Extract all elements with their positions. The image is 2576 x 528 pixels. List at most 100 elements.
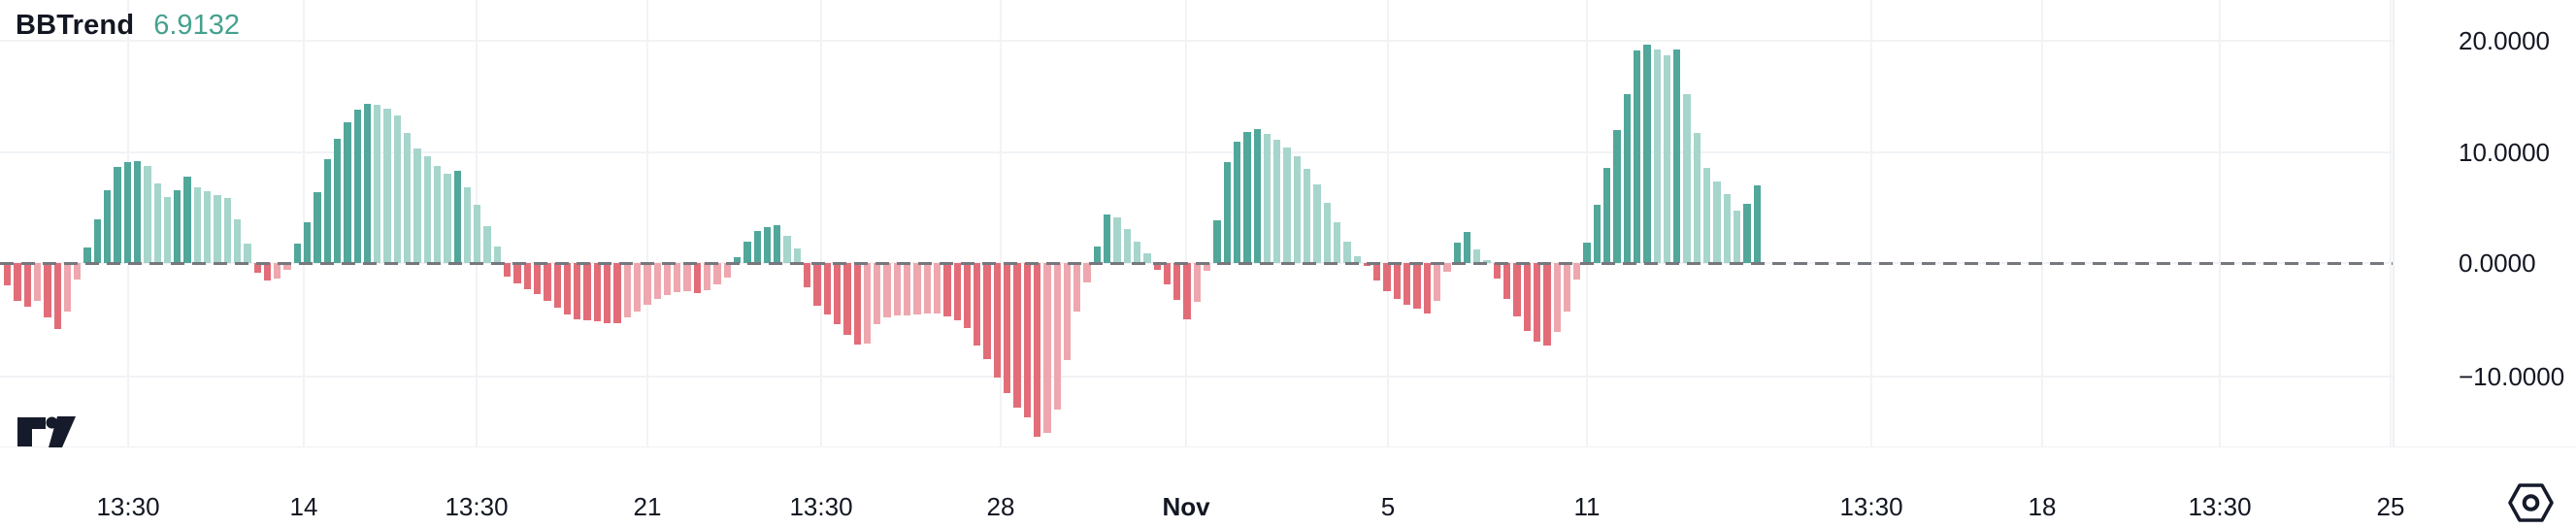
histogram-bar-down (1493, 263, 1502, 280)
v-gridline (2041, 0, 2043, 446)
histogram-bar-down (23, 263, 31, 307)
histogram-bar-up (1143, 252, 1151, 263)
histogram-bar-down (513, 263, 521, 283)
v-gridline (820, 0, 822, 446)
price-axis[interactable]: 20.0000 10.0000 0.0000 −10.0000 (2393, 0, 2576, 446)
indicator-legend[interactable]: BBTrend 6.9132 (16, 10, 240, 42)
histogram-bar-up (493, 246, 502, 263)
histogram-bar-down (533, 263, 542, 295)
histogram-bar-down (804, 263, 811, 288)
histogram-bar-up (353, 110, 361, 263)
histogram-bar-up (1473, 249, 1481, 263)
histogram-bar-up (404, 133, 412, 263)
histogram-bar-up (1703, 167, 1711, 263)
tradingview-logo[interactable] (16, 413, 78, 450)
histogram-bar-up (1633, 50, 1641, 263)
histogram-bar-up (233, 219, 242, 263)
histogram-bar-up (1283, 148, 1291, 263)
histogram-bar-down (1204, 263, 1211, 272)
histogram-bar-down (883, 263, 891, 318)
histogram-bar-down (74, 263, 82, 280)
histogram-bar-up (183, 177, 191, 263)
histogram-bar-down (1533, 263, 1541, 342)
histogram-bar-up (413, 148, 421, 263)
histogram-bar-up (1693, 133, 1701, 263)
h-gridline (0, 151, 2393, 153)
histogram-bar-down (904, 263, 911, 315)
histogram-bar-up (1273, 140, 1281, 263)
histogram-bar-up (304, 222, 312, 263)
histogram-bar-up (83, 247, 91, 263)
histogram-bar-up (1133, 242, 1141, 263)
histogram-bar-up (1104, 214, 1111, 263)
histogram-bar-down (263, 263, 272, 281)
histogram-bar-down (1173, 263, 1181, 301)
histogram-bar-down (1543, 263, 1551, 346)
histogram-bar-down (44, 263, 51, 318)
histogram-bar-down (633, 263, 642, 312)
histogram-bar-up (1613, 129, 1621, 263)
histogram-bar-up (174, 190, 182, 263)
histogram-bar-up (1713, 181, 1721, 263)
histogram-bar-up (1733, 210, 1741, 263)
histogram-bar-down (813, 263, 821, 306)
histogram-bar-down (1013, 263, 1021, 408)
histogram-bar-down (1083, 263, 1091, 282)
histogram-bar-down (544, 263, 551, 302)
histogram-bar-up (214, 194, 221, 263)
time-axis-label: 18 (2028, 492, 2057, 521)
histogram-bar-up (1483, 259, 1491, 263)
histogram-bar-up (1243, 132, 1251, 263)
histogram-bar-down (1033, 263, 1041, 437)
settings-hexagon-icon[interactable] (2507, 481, 2556, 524)
histogram-bar-up (1123, 229, 1131, 263)
histogram-bar-down (33, 263, 42, 302)
histogram-bar-down (613, 263, 621, 324)
histogram-bar-down (1053, 263, 1061, 411)
v-gridline (1870, 0, 1872, 446)
histogram-bar-up (163, 196, 172, 263)
indicator-title: BBTrend (16, 10, 135, 41)
histogram-bar-down (1553, 263, 1561, 333)
histogram-bar-up (1453, 243, 1461, 263)
histogram-bar-up (1253, 128, 1261, 263)
histogram-bar-up (433, 165, 442, 263)
histogram-bar-up (153, 183, 161, 263)
histogram-bar-up (1263, 134, 1271, 263)
plot-area[interactable] (0, 0, 2393, 446)
histogram-bar-up (123, 162, 131, 263)
histogram-bar-down (283, 263, 291, 270)
histogram-bar-down (623, 263, 631, 318)
v-gridline (1000, 0, 1002, 446)
histogram-bar-up (1663, 54, 1671, 263)
histogram-bar-down (923, 263, 931, 314)
histogram-bar-up (1113, 216, 1121, 263)
histogram-bar-up (1333, 222, 1341, 263)
histogram-bar-up (1093, 246, 1102, 263)
histogram-bar-up (1603, 167, 1611, 263)
histogram-bar-up (1583, 243, 1591, 263)
histogram-bar-down (1183, 263, 1191, 319)
histogram-bar-down (943, 263, 951, 317)
histogram-bar-down (983, 263, 991, 360)
histogram-bar-up (193, 186, 202, 263)
time-axis[interactable]: 13:30 14 13:30 21 13:30 28 Nov 5 11 13:30 18 13:30 2… (0, 446, 2576, 528)
histogram-bar-down (874, 263, 881, 325)
price-axis-label: 10.0000 (2459, 138, 2550, 167)
histogram-bar-down (1023, 263, 1031, 418)
histogram-bar-up (314, 192, 321, 263)
histogram-bar-down (713, 263, 721, 284)
histogram-bar-down (693, 263, 702, 294)
histogram-bar-down (674, 263, 681, 292)
histogram-bar-up (453, 171, 461, 263)
histogram-bar-down (1513, 263, 1521, 317)
histogram-bar-up (1213, 220, 1221, 263)
histogram-bar-up (743, 242, 751, 263)
histogram-bar-up (763, 227, 772, 263)
histogram-bar-down (574, 263, 581, 319)
histogram-bar-down (1563, 263, 1571, 312)
histogram-bar-up (774, 224, 781, 263)
histogram-bar-down (63, 263, 72, 312)
histogram-bar-up (1683, 93, 1691, 263)
